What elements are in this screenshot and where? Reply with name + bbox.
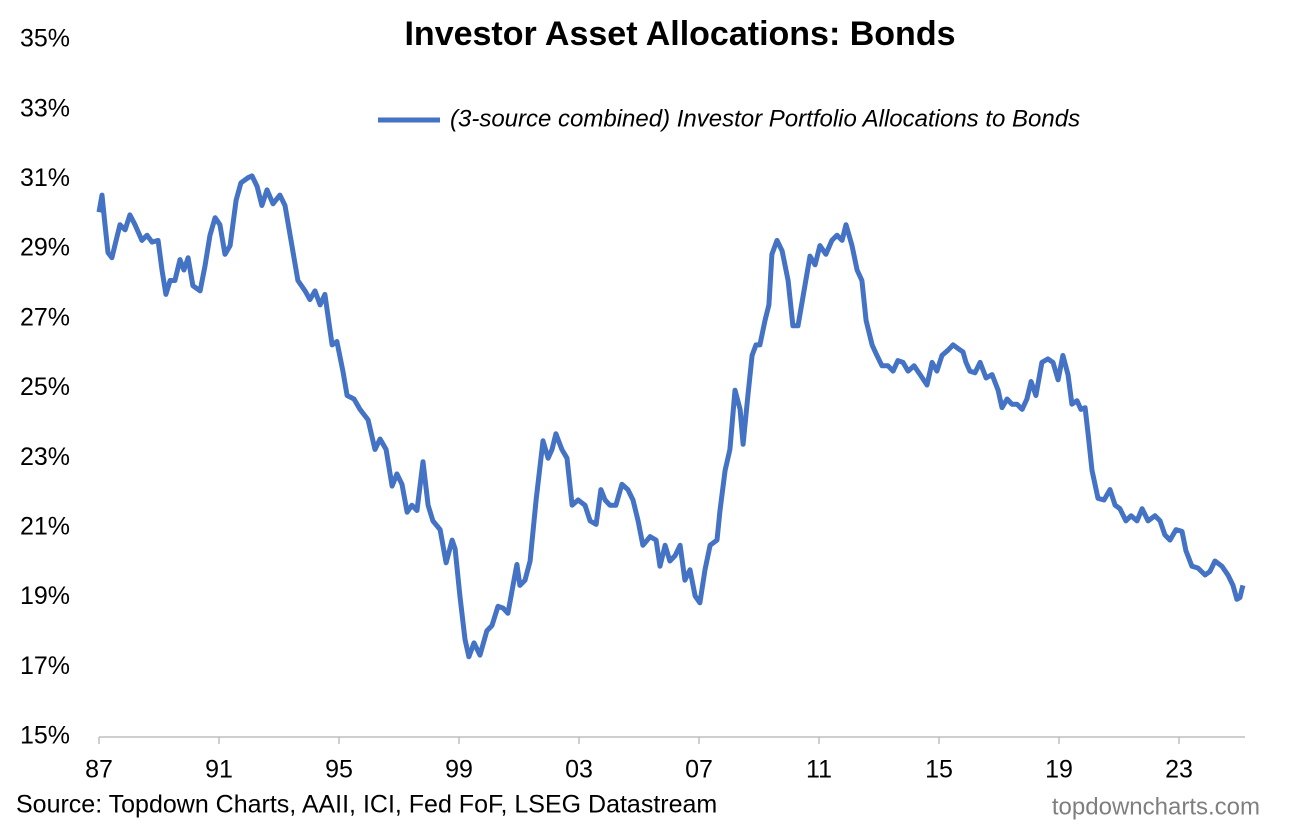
x-tick-label: 95	[325, 756, 353, 784]
y-tick-label: 15%	[20, 722, 70, 750]
x-tick-label: 03	[565, 756, 593, 784]
y-tick-label: 21%	[20, 513, 70, 541]
chart-title: Investor Asset Allocations: Bonds	[404, 15, 955, 53]
x-tick-label: 91	[205, 756, 233, 784]
x-tick-label: 87	[85, 756, 113, 784]
x-tick-label: 11	[806, 756, 832, 784]
y-tick-label: 27%	[20, 303, 70, 331]
y-tick-label: 23%	[20, 443, 70, 471]
data-line	[96, 173, 1246, 660]
x-tick-label: 15	[925, 756, 953, 784]
y-tick-label: 25%	[20, 373, 70, 401]
y-tick-label: 31%	[20, 164, 70, 192]
y-tick-label: 33%	[20, 94, 70, 122]
x-tick-label: 19	[1045, 756, 1073, 784]
watermark: topdowncharts.com	[1052, 793, 1260, 820]
y-tick-label: 35%	[20, 25, 70, 53]
x-tick-label: 99	[445, 756, 473, 784]
y-tick-label: 19%	[20, 582, 70, 610]
x-tick-label: 23	[1165, 756, 1193, 784]
legend-label: (3-source combined) Investor Portfolio A…	[450, 105, 1080, 132]
y-tick-label: 29%	[20, 234, 70, 262]
source-note: Source: Topdown Charts, AAII, ICI, Fed F…	[16, 791, 717, 819]
x-tick-label: 07	[685, 756, 713, 784]
y-tick-label: 17%	[20, 652, 70, 680]
